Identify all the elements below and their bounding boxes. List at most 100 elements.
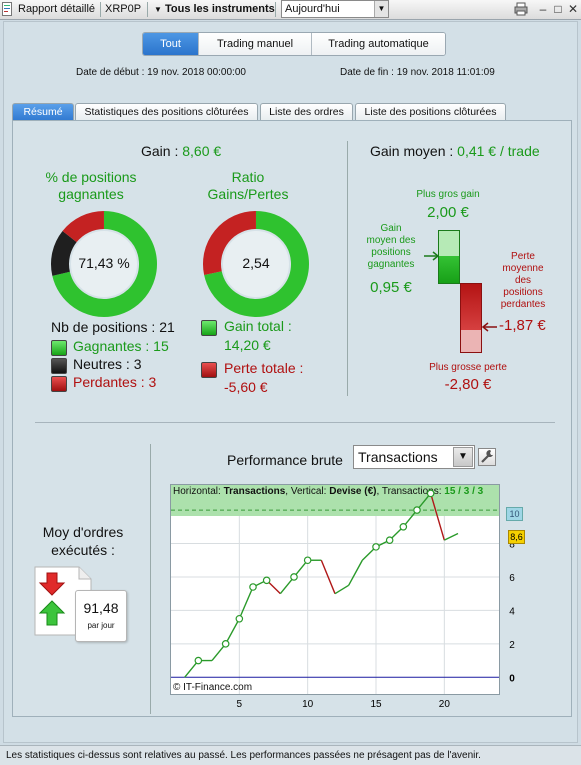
average-gain-line: Gain moyen : 0,41 € / trade [370,143,540,159]
nb-positions: Nb de positions : 21 [51,319,175,335]
performance-chart-frame [170,484,500,695]
data-point [413,506,421,514]
dropdown-arrow-icon: ▼ [154,5,162,14]
losers-label: Perdantes : [73,374,145,390]
tab-closed-positions[interactable]: Liste des positions clôturées [355,103,506,121]
winners-swatch [51,340,67,356]
biggest-gain-value: 2,00 € [427,204,469,221]
average-gain-label: Gain moyen : [370,143,454,159]
neutral-label: Neutres : [73,356,130,372]
mode-auto-button[interactable]: Trading automatique [312,33,445,55]
avg-gain-label-4: gagnantes [367,259,415,270]
data-point [372,543,380,551]
report-icon [2,0,12,19]
tab-summary[interactable]: Résumé [12,103,74,121]
biggest-gain-label: Plus gros gain [416,189,480,200]
total-loss-label: Perte totale : [224,360,304,376]
start-date-label: Date de début : [76,67,145,78]
period-value: Aujourd'hui [285,3,340,15]
performance-select[interactable]: Transactions ▼ [353,445,475,469]
biggest-loss-label: Plus grosse perte [429,362,507,373]
y-tick-label: 4 [509,606,515,617]
chart-header-counts: 15 / 3 / 3 [444,486,484,497]
avg-gain-label-2: moyen des [366,235,416,246]
data-point [385,536,394,544]
data-point [262,576,271,585]
close-icon[interactable]: ✕ [567,2,579,16]
summary-panel: Gain : 8,60 € % de positions gagnantes 7… [12,120,572,717]
data-point [399,522,408,531]
neutral-value: 3 [133,356,142,372]
ratio-value: 2,54 [242,255,270,271]
data-point [221,640,230,648]
report-window: Tout Trading manuel Trading automatique … [3,21,578,743]
donut-neutral-slice [51,230,77,276]
chevron-down-icon: ▼ [374,1,388,17]
neutral-swatch [51,358,67,374]
total-loss-swatch [201,362,217,378]
total-loss-value: -5,60 € [224,379,268,395]
avg-loss-label-2: moyenne [502,263,544,274]
maximize-icon[interactable]: □ [554,2,562,16]
gain-bar [438,230,460,284]
chevron-down-icon: ▼ [453,447,473,467]
avg-gain-label-1: Gain [380,223,402,234]
period-select[interactable]: Aujourd'hui ▼ [281,0,389,18]
winning-title: % de positions gagnantes [31,169,151,203]
wrench-icon[interactable] [478,448,496,466]
data-point [290,573,298,581]
chart-max-band [171,485,499,516]
winning-donut [51,211,157,317]
winning-title-line2: gagnantes [58,186,124,202]
avg-loss-label: Perte moyenne des positions perdantes [490,251,556,311]
ratio-title-line1: Ratio [231,169,265,185]
chart-copyright: © IT-Finance.com [173,682,253,693]
avg-loss-label-5: perdantes [500,299,546,310]
toolbar-separator [100,2,101,17]
status-bar: Les statistiques ci-dessus sont relative… [0,745,581,765]
avg-loss-value: -1,87 € [499,317,546,334]
gain-label: Gain : [141,143,179,159]
chart-header-prefix: Horizontal: [173,486,221,497]
nb-positions-label: Nb de positions : [51,319,156,335]
winning-pct: 71,43 % [78,255,130,271]
x-tick-label: 20 [439,699,451,710]
average-gain-value: 0,41 € / trade [457,143,540,159]
nb-positions-value: 21 [159,319,175,335]
end-date-label: Date de fin : [340,67,394,78]
total-gain-swatch [201,320,217,336]
tab-closed-stats[interactable]: Statistiques des positions clôturées [75,103,258,121]
ratio-title: Ratio Gains/Pertes [198,169,298,203]
horizontal-divider [35,422,555,423]
performance-select-value: Transactions [358,449,438,465]
tab-orders[interactable]: Liste des ordres [260,103,353,121]
data-point [235,614,244,623]
minimize-icon[interactable]: – [539,2,547,16]
orders-card: 91,48 par jour [75,590,127,642]
loss-bar [460,283,482,353]
ratio-title-line2: Gains/Pertes [207,186,289,202]
total-gain-label: Gain total : [224,318,292,334]
losers-value: 3 [148,374,157,390]
end-date-value: 19 nov. 2018 11:01:09 [396,67,495,78]
performance-chart: 5 10 15 20 0 2 4 6 8 [171,489,515,710]
losers-swatch [51,376,67,392]
chart-header-v: Devise (€) [329,486,377,497]
toolbar: Rapport détaillé XRP0P ▼ Tous les instru… [0,0,581,20]
series-segment [320,559,336,594]
section-divider [347,141,348,396]
x-tick-label: 5 [237,699,243,710]
printer-icon[interactable] [514,2,528,16]
report-button[interactable]: Rapport détaillé [18,3,96,15]
chart-header-tx: , Transactions: [376,486,442,497]
mode-all-button[interactable]: Tout [143,33,199,55]
x-tick-label: 15 [370,699,382,710]
mode-manual-button[interactable]: Trading manuel [199,33,312,55]
y-tick-label: 2 [509,640,515,651]
avg-loss-label-3: des [514,275,532,286]
symbol-label[interactable]: XRP0P [105,3,142,15]
instruments-dropdown[interactable]: ▼ Tous les instruments [154,0,275,19]
series-segment [429,493,446,541]
series-segment [238,586,254,620]
bottom-divider [150,444,151,714]
